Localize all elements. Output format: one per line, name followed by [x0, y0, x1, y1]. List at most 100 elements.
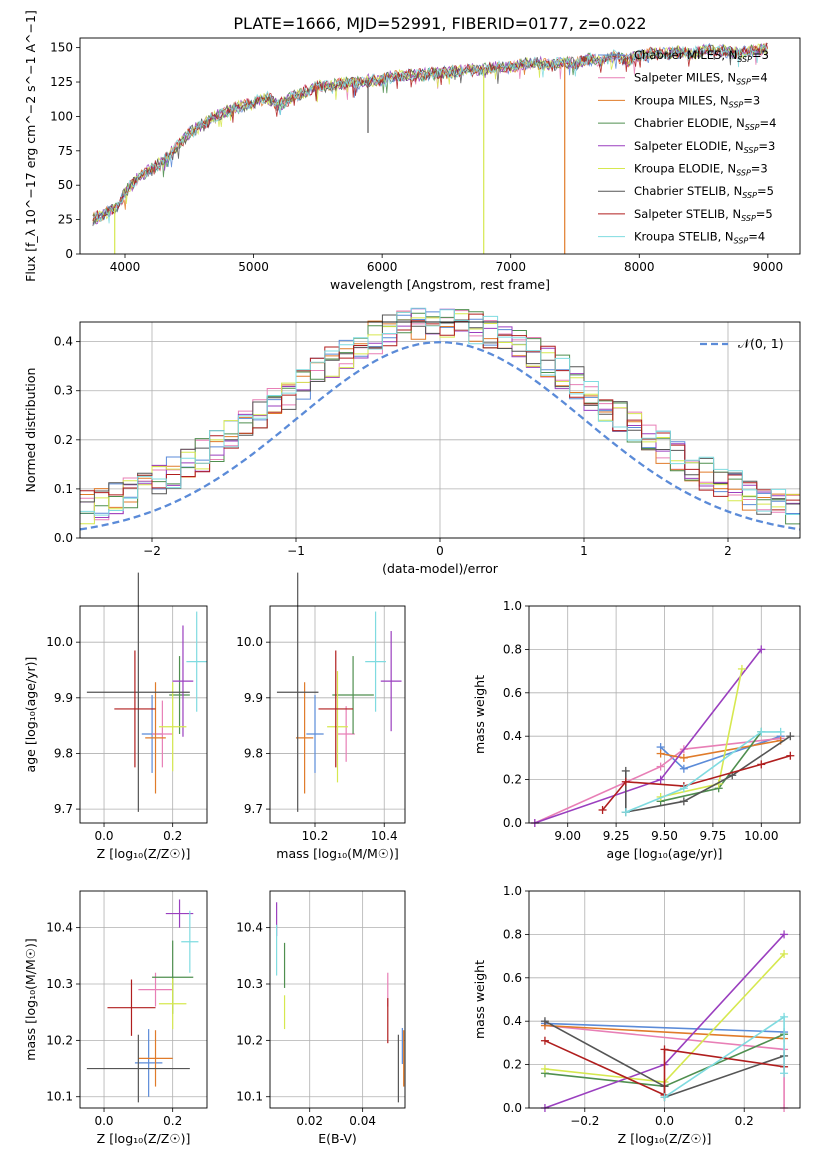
x-tick-label: 10.2: [302, 829, 329, 843]
y-tick-label: 0.8: [503, 642, 522, 656]
y-tick-label: 1.0: [503, 599, 522, 613]
y-tick-label: 10.0: [236, 635, 263, 649]
y-tick-label: 10.1: [46, 1090, 73, 1104]
plot-background: [80, 606, 207, 823]
x-tick-label: 9000: [753, 260, 784, 274]
plot-background: [80, 891, 207, 1108]
plot-background: [270, 891, 405, 1108]
y-tick-label: 50: [58, 178, 73, 192]
mass-weight-vs-age-panel: 9.00 9.25 9.50 9.75 10.00 0.0 0.2 0.4 0.6 0.8 1.0 a…: [472, 599, 801, 861]
y-tick-label: 0.2: [54, 433, 73, 447]
spectrum-line-kroupa-stelib: [92, 44, 768, 224]
y-tick-label: 10.0: [46, 635, 73, 649]
y-tick-label: 10.1: [236, 1090, 263, 1104]
weight-line-chabrier-miles: [544, 1022, 785, 1033]
x-tick-label: 0.04: [349, 1114, 376, 1128]
y-tick-label: 100: [50, 109, 73, 123]
y-axis-label: mass weight: [472, 960, 487, 1039]
y-tick-label: 9.9: [244, 691, 263, 705]
x-tick-label: 10.00: [744, 829, 778, 843]
histogram-kroupa-elodie: [80, 313, 800, 525]
axes-frame: [79, 605, 208, 824]
y-axis-label: Flux [f_λ 10^−17 erg cm^−2 s^−1 A^−1]: [23, 10, 38, 282]
weight-line-salpeter-stelib: [544, 1039, 785, 1097]
spectrum-panel: Chabrier MILES, NSSP=3 Salpeter MILES, NS…: [23, 10, 801, 292]
age-vs-mass-panel: 10.2 10.4 9.7 9.8 9.9 10.0 mass [log₁₀(M/M☉)]: [236, 572, 406, 861]
y-tick-label: 10.3: [46, 977, 73, 991]
histogram-kroupa-stelib: [80, 307, 800, 516]
normal-curve: [79, 341, 801, 531]
x-tick-label: 2: [724, 544, 732, 558]
y-tick-label: 0.6: [503, 686, 522, 700]
x-axis-label: Z [log₁₀(Z/Z☉)]: [97, 1131, 191, 1146]
x-tick-label: 8000: [624, 260, 655, 274]
y-tick-label: 0.4: [503, 729, 522, 743]
x-tick-label: 0.2: [735, 1114, 754, 1128]
x-axis-label: wavelength [Angstrom, rest frame]: [330, 277, 550, 292]
x-tick-label: 1: [580, 544, 588, 558]
y-tick-label: 125: [50, 75, 73, 89]
weight-line-kroupa-miles: [544, 1024, 785, 1040]
figure-title: PLATE=1666, MJD=52991, FIBERID=0177, z=0…: [233, 14, 646, 33]
axes-frame: [269, 605, 406, 824]
y-tick-label: 9.7: [54, 802, 73, 816]
mass-vs-extinction-panel: 0.02 0.04 10.1 10.2 10.3 10.4 E(B-V): [236, 890, 406, 1146]
x-tick-label: 0.2: [163, 1114, 182, 1128]
y-tick-label: 0.6: [503, 971, 522, 985]
x-tick-label: 0.2: [163, 829, 182, 843]
y-tick-label: 0.0: [503, 816, 522, 830]
legend-entry: Kroupa MILES, NSSP=3: [634, 93, 760, 109]
x-tick-label: 10.4: [371, 829, 398, 843]
axes-frame: [269, 890, 406, 1109]
axes-frame: [79, 37, 801, 255]
y-tick-label: 0.0: [503, 1101, 522, 1115]
y-tick-label: 9.9: [54, 691, 73, 705]
x-tick-label: 0.02: [296, 1114, 323, 1128]
legend-entry: Chabrier MILES, NSSP=3: [634, 48, 769, 64]
x-tick-label: 5000: [238, 260, 269, 274]
x-axis-label: (data-model)/error: [382, 561, 499, 576]
y-tick-label: 9.7: [244, 802, 263, 816]
y-axis-label: age [log₁₀(age/yr)]: [23, 657, 38, 773]
age-vs-metallicity-panel: 0.0 0.2 9.7 9.8 9.9 10.0 Z [log₁₀(Z/Z☉)] age [l…: [23, 572, 208, 861]
x-axis-label: Z [log₁₀(Z/Z☉)]: [97, 846, 191, 861]
x-tick-label: 4000: [110, 260, 141, 274]
x-tick-label: 0: [436, 544, 444, 558]
y-axis-label: mass weight: [472, 675, 487, 754]
x-tick-label: 9.00: [554, 829, 581, 843]
y-tick-label: 0.2: [503, 773, 522, 787]
legend-entry: Chabrier STELIB, NSSP=5: [634, 184, 774, 200]
y-axis-label: Normed distribution: [23, 368, 38, 493]
legend-entry: Kroupa ELODIE, NSSP=3: [634, 162, 768, 178]
y-tick-label: 0.0: [54, 531, 73, 545]
weight-line-salpeter-miles: [534, 737, 781, 824]
y-tick-label: 25: [58, 213, 73, 227]
y-tick-label: 0.4: [503, 1014, 522, 1028]
legend-entry: Kroupa STELIB, NSSP=4: [634, 230, 765, 246]
y-tick-label: 10.2: [236, 1033, 263, 1047]
y-tick-label: 9.8: [244, 746, 263, 760]
legend-entry: Salpeter STELIB, NSSP=5: [634, 207, 773, 223]
x-tick-label: 9.50: [651, 829, 678, 843]
y-tick-label: 0.3: [54, 384, 73, 398]
x-axis-label: age [log₁₀(age/yr)]: [607, 846, 723, 861]
y-tick-label: 10.4: [236, 921, 263, 935]
legend-entry: 𝒩(0, 1): [738, 336, 784, 351]
y-tick-label: 0.2: [503, 1058, 522, 1072]
y-tick-label: 0.8: [503, 927, 522, 941]
legend-entry: Salpeter ELODIE, NSSP=3: [634, 139, 775, 155]
histogram-salpeter-stelib: [80, 313, 800, 511]
y-tick-label: 1.0: [503, 884, 522, 898]
x-tick-label: 9.25: [603, 829, 630, 843]
x-tick-label: 6000: [367, 260, 398, 274]
axes-frame: [79, 890, 208, 1109]
y-tick-label: 10.3: [236, 977, 263, 991]
y-tick-label: 10.4: [46, 921, 73, 935]
y-tick-label: 10.2: [46, 1033, 73, 1047]
x-axis-label: E(B-V): [318, 1131, 357, 1146]
legend-entry: Chabrier ELODIE, NSSP=4: [634, 116, 776, 132]
mass-vs-metallicity-panel: 0.0 0.2 10.1 10.2 10.3 10.4 Z [log₁₀(Z/Z☉)] mas…: [23, 890, 208, 1146]
y-tick-label: 0.4: [54, 335, 73, 349]
x-axis-label: mass [log₁₀(M/M☉)]: [276, 846, 398, 861]
